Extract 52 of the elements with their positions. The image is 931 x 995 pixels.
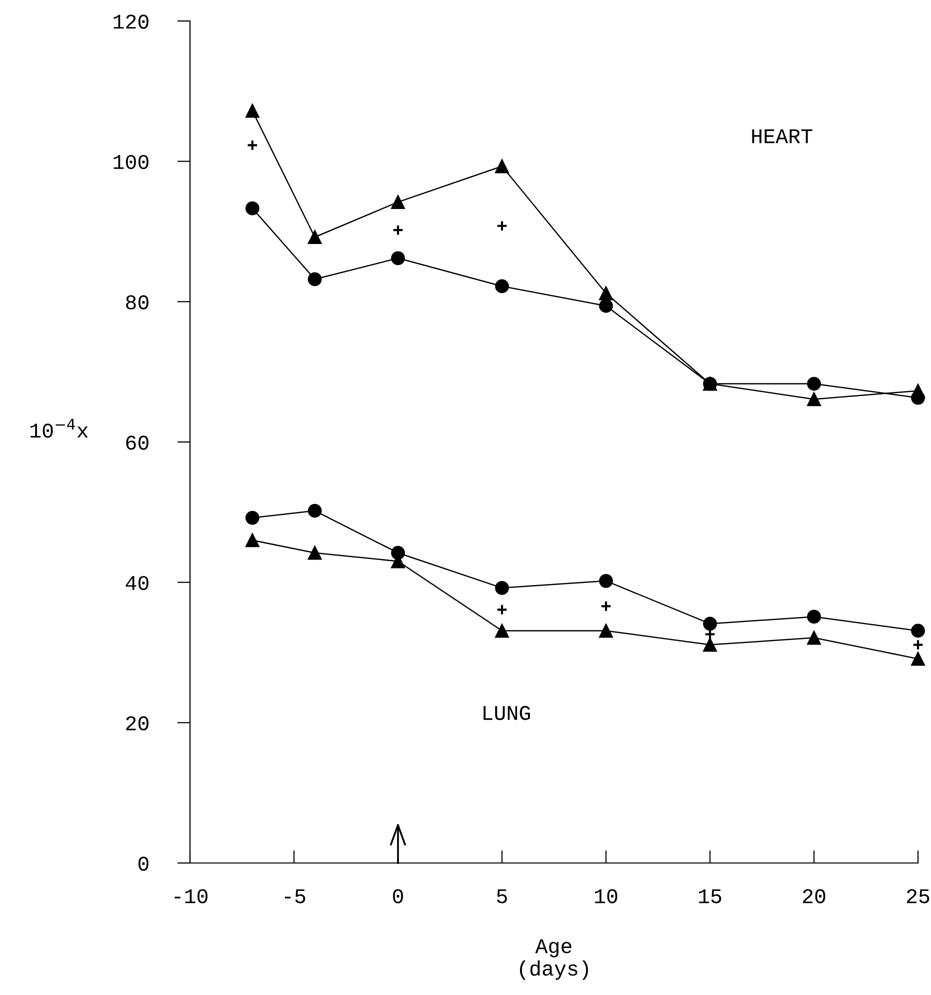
point bbox=[308, 504, 322, 518]
point bbox=[911, 624, 925, 638]
point bbox=[599, 286, 613, 300]
point bbox=[911, 652, 925, 666]
point bbox=[495, 581, 509, 595]
point bbox=[912, 639, 924, 650]
y-tick-label: 120 bbox=[114, 14, 148, 29]
point bbox=[599, 624, 613, 638]
point bbox=[911, 390, 925, 405]
point bbox=[496, 220, 508, 232]
x-tick-label: 5 bbox=[497, 889, 507, 904]
y-axis-title: 10$^{−4}$x bbox=[30, 418, 88, 438]
point bbox=[392, 224, 404, 236]
point bbox=[308, 272, 322, 286]
point bbox=[245, 201, 260, 216]
y-tick-label: 0 bbox=[138, 856, 148, 871]
y-tick-label: 80 bbox=[126, 295, 148, 310]
y-tick-label: 20 bbox=[126, 716, 148, 730]
point bbox=[807, 610, 821, 624]
x-tick-label: 0 bbox=[393, 889, 403, 904]
point bbox=[391, 195, 405, 209]
x-tick-label: 15 bbox=[699, 889, 722, 904]
point bbox=[245, 510, 260, 525]
x-tick-label: 25 bbox=[906, 889, 930, 904]
x-axis-title: Age (days) bbox=[520, 939, 588, 980]
x-tick-label: 20 bbox=[802, 889, 826, 904]
y-tick-label: 100 bbox=[114, 154, 148, 170]
point bbox=[308, 546, 322, 560]
point bbox=[246, 139, 258, 151]
point bbox=[496, 604, 508, 616]
point bbox=[495, 279, 509, 294]
point bbox=[807, 376, 821, 391]
x-tick-label: -10 bbox=[174, 889, 208, 904]
annotation: HEART bbox=[752, 129, 812, 144]
point bbox=[245, 104, 260, 118]
point bbox=[599, 298, 613, 313]
annotation: LUNG bbox=[484, 706, 530, 720]
point bbox=[599, 574, 613, 588]
y-tick-label: 40 bbox=[126, 576, 148, 590]
point bbox=[807, 630, 821, 645]
x-tick-label: -5 bbox=[284, 889, 306, 904]
point bbox=[600, 600, 612, 612]
point bbox=[495, 159, 509, 174]
point bbox=[807, 392, 821, 406]
point bbox=[308, 230, 322, 244]
point bbox=[391, 251, 405, 266]
point bbox=[703, 638, 717, 652]
y-tick-label: 60 bbox=[126, 436, 148, 450]
point bbox=[703, 616, 717, 631]
x-tick-label: 10 bbox=[595, 889, 618, 904]
point bbox=[245, 533, 260, 548]
point bbox=[495, 624, 509, 638]
